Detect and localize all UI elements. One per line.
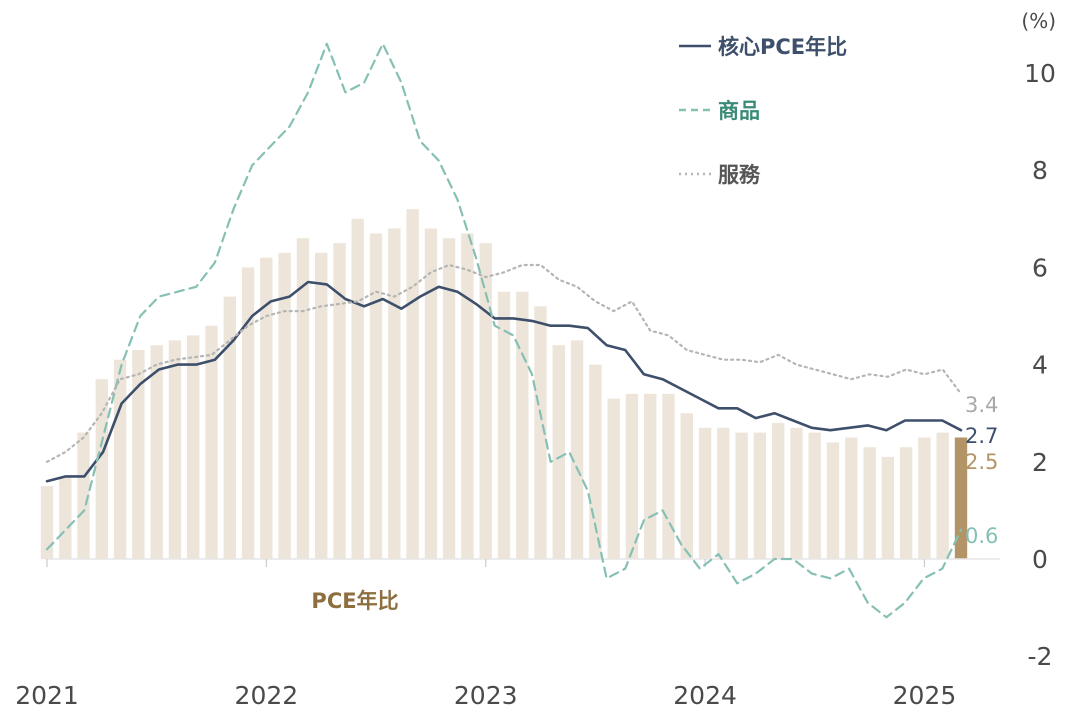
pce-bar-36: [680, 413, 693, 559]
bar-series-annotation: PCE年比: [311, 589, 398, 613]
pce-bar-1: [40, 486, 54, 559]
pce-bar-30: [570, 340, 584, 559]
line-series-services: [45, 263, 963, 463]
pce-bar-41: [772, 422, 785, 559]
pce-bar-5: [113, 359, 127, 559]
pce-bar-19: [369, 233, 383, 559]
pce-bar-35: [662, 393, 675, 559]
pce-bar-15: [296, 238, 310, 559]
pce-bar-42: [790, 427, 803, 559]
end-label-services: 3.4: [965, 393, 998, 417]
pce-bar-28: [534, 306, 547, 559]
pce-bar-48: [899, 447, 913, 559]
pce-bar-24: [461, 233, 474, 559]
x-label-2023: 2023: [454, 681, 518, 710]
y-axis-unit-label: (%): [1021, 9, 1056, 33]
bar-series-pce: [40, 209, 968, 560]
pce-bar-46: [863, 447, 876, 559]
pce-bar-2: [59, 476, 72, 559]
y-label-8: 8: [1032, 156, 1048, 185]
pce-bar-50: [936, 432, 949, 559]
y-label-0: 0: [1032, 545, 1048, 574]
pce-bar-44: [826, 442, 840, 559]
pce-bar-29: [552, 345, 565, 559]
pce-bar-26: [497, 291, 511, 559]
pce-bar-37: [698, 427, 712, 559]
pce-bar-11: [223, 296, 236, 559]
pce-bar-32: [607, 398, 620, 559]
pce-bar-13: [260, 257, 273, 559]
pce-bar-25: [479, 243, 492, 559]
legend-label-services: 服務: [718, 163, 761, 187]
x-axis-labels: 2021 2022 2023 2024 2025: [15, 681, 956, 710]
pce-bar-45: [845, 437, 858, 559]
pce-bar-23: [442, 238, 456, 559]
pce-bar-18: [351, 218, 364, 560]
x-label-2025: 2025: [893, 681, 957, 710]
end-label-goods: 0.6: [965, 524, 998, 548]
pce-bar-7: [150, 345, 163, 559]
legend-label-core-pce: 核心PCE年比: [718, 35, 847, 59]
pce-bar-6: [132, 350, 145, 559]
x-label-2021: 2021: [15, 681, 79, 710]
pce-bar-20: [388, 228, 401, 559]
pce-bar-38: [717, 427, 730, 559]
pce-bar-21: [406, 209, 419, 559]
x-label-2022: 2022: [235, 681, 299, 710]
pce-bar-51: [954, 437, 968, 559]
pce-bar-8: [168, 340, 182, 559]
x-label-2024: 2024: [673, 681, 737, 710]
pce-bar-39: [735, 432, 748, 559]
pce-bar-9: [187, 335, 200, 559]
line-series-goods: [45, 42, 963, 619]
end-label-pce: 2.5: [965, 450, 998, 474]
pce-bar-47: [881, 456, 895, 559]
pce-bar-12: [241, 267, 255, 559]
pce-bar-14: [278, 252, 291, 560]
line-series-core-pce: [45, 280, 963, 483]
pce-bar-33: [625, 393, 639, 559]
pce-bar-10: [205, 325, 218, 559]
pce-bar-3: [77, 432, 90, 559]
y-label-4: 4: [1032, 351, 1048, 380]
y-label-6: 6: [1032, 253, 1048, 282]
end-label-core-pce: 2.7: [965, 424, 998, 448]
pce-bar-34: [644, 393, 657, 559]
line-series-group: [45, 42, 963, 619]
y-label-neg2: -2: [1028, 642, 1053, 671]
y-label-2: 2: [1032, 448, 1048, 477]
end-value-labels: 3.4 2.72.5 0.6: [965, 393, 998, 548]
y-axis-ticks: -2 0 2 4 6 8 10: [1024, 59, 1056, 671]
pce-bar-22: [424, 228, 438, 559]
pce-bar-49: [918, 437, 931, 559]
pce-bar-16: [315, 252, 328, 560]
pce-bar-40: [753, 432, 767, 559]
pce-bar-4: [95, 379, 108, 559]
pce-bar-17: [333, 243, 346, 559]
pce-bar-27: [516, 291, 529, 559]
y-label-10: 10: [1024, 59, 1056, 88]
legend-label-goods: 商品: [718, 99, 760, 123]
x-axis-ticks: [46, 559, 926, 567]
pce-bar-43: [808, 432, 821, 559]
